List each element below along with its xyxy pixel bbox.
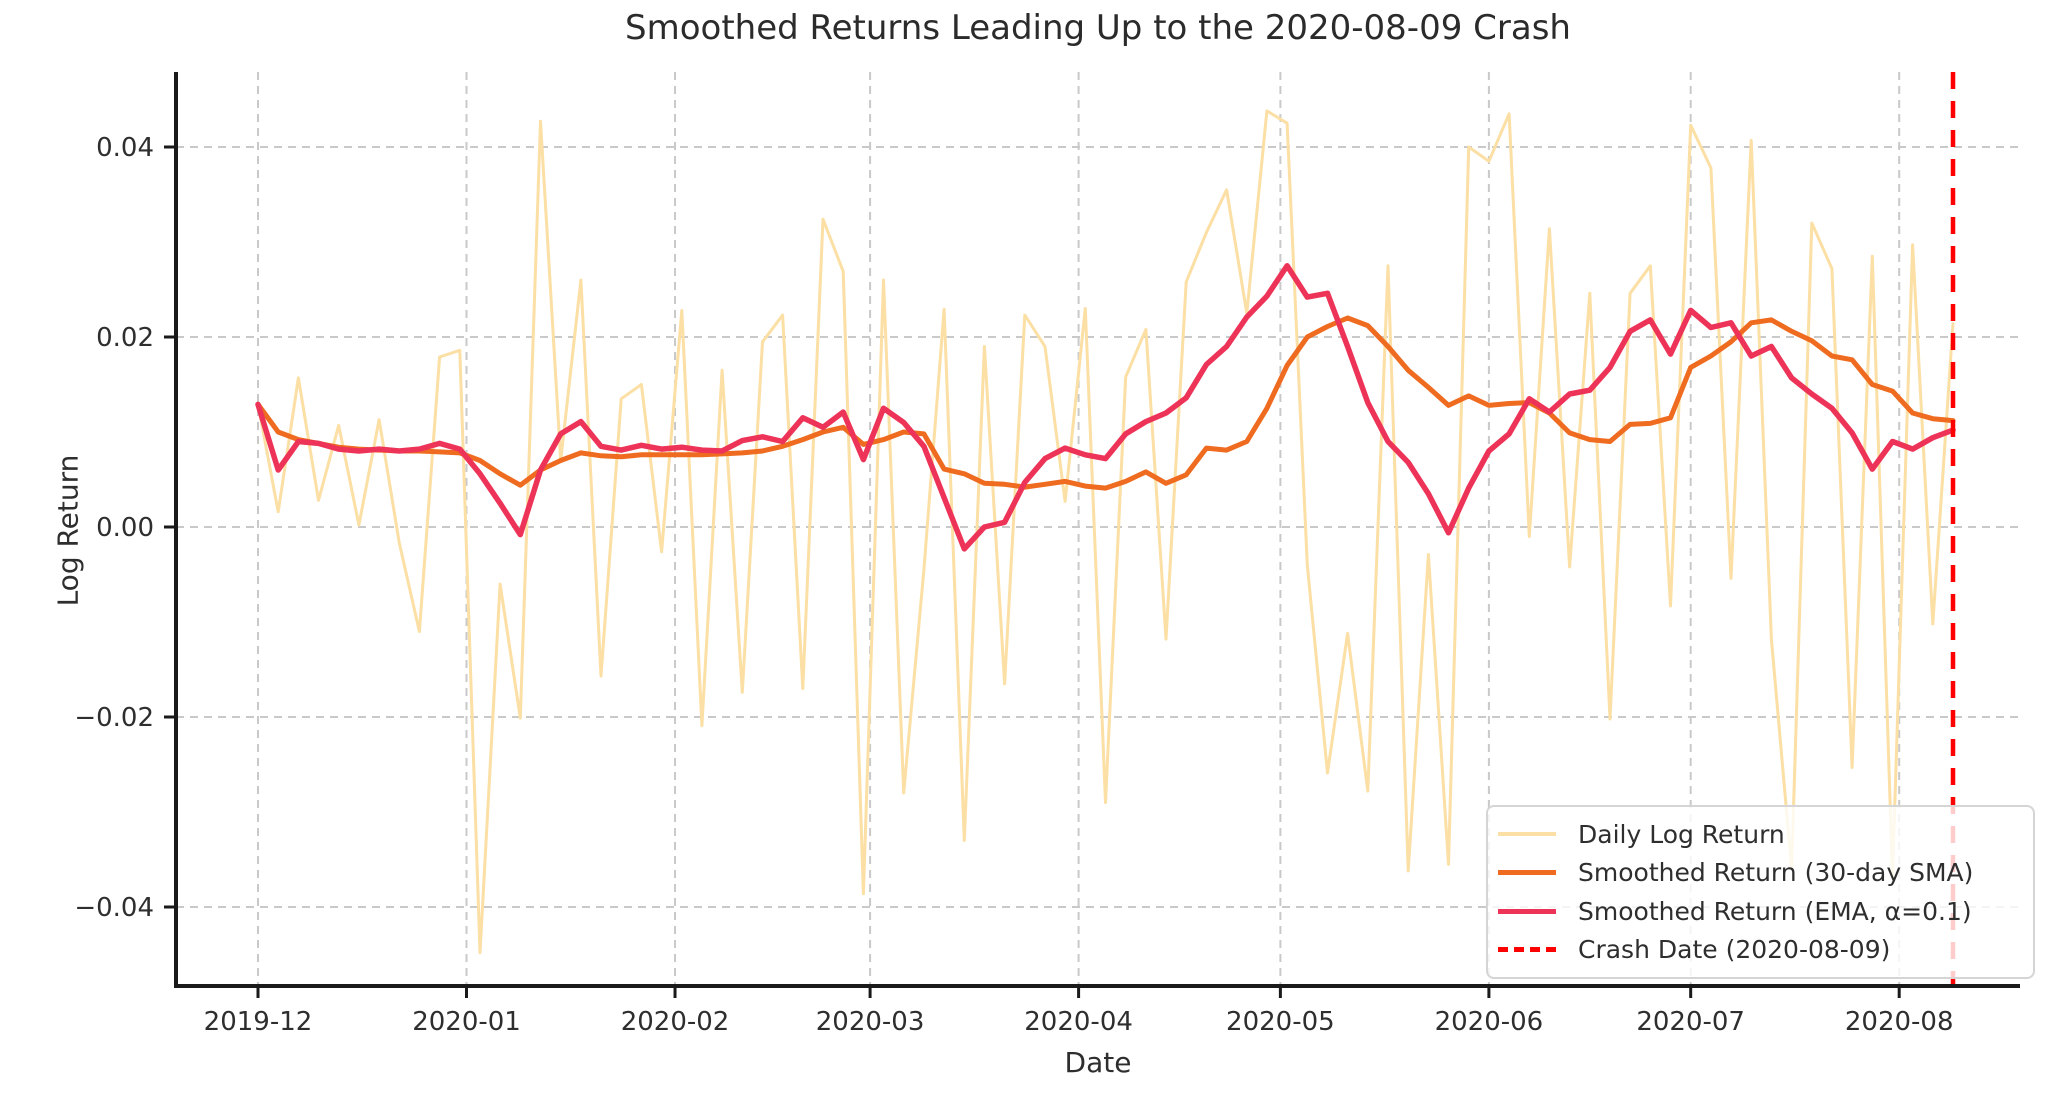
y-tick-label: 0.00 xyxy=(96,513,154,543)
legend: Daily Log Return Smoothed Return (30-day… xyxy=(1486,805,2035,979)
x-tick-label: 2020-04 xyxy=(1024,1007,1133,1037)
legend-label-crash: Crash Date (2020-08-09) xyxy=(1578,935,1891,965)
legend-item-ema: Smoothed Return (EMA, α=0.1) xyxy=(1498,892,2033,931)
legend-label-ema: Smoothed Return (EMA, α=0.1) xyxy=(1578,896,1972,926)
chart-title: Smoothed Returns Leading Up to the 2020-… xyxy=(625,8,1571,48)
series-line-sma xyxy=(255,315,1956,491)
y-tick-label: 0.02 xyxy=(96,323,154,353)
x-tick-label: 2020-07 xyxy=(1636,1007,1745,1037)
legend-item-daily: Daily Log Return xyxy=(1498,815,2033,854)
y-tick-label: 0.04 xyxy=(96,133,154,163)
legend-label-daily: Daily Log Return xyxy=(1578,819,1785,849)
x-tick-label: 2020-05 xyxy=(1226,1007,1335,1037)
legend-line-ema-icon xyxy=(1498,908,1556,914)
legend-item-crash: Crash Date (2020-08-09) xyxy=(1498,931,2033,970)
legend-item-sma: Smoothed Return (30-day SMA) xyxy=(1498,854,2033,893)
x-tick-label: 2020-06 xyxy=(1435,1007,1544,1037)
legend-line-sma-icon xyxy=(1498,870,1556,876)
y-tick-label: −0.04 xyxy=(74,893,154,923)
x-axis-label: Date xyxy=(1064,1046,1132,1079)
legend-line-crash-icon xyxy=(1498,947,1556,953)
series-line-daily xyxy=(256,109,1955,955)
legend-label-sma: Smoothed Return (30-day SMA) xyxy=(1578,858,1974,888)
series-line-ema xyxy=(255,263,1956,552)
x-tick-label: 2020-08 xyxy=(1845,1007,1954,1037)
y-axis-label: Log Return xyxy=(51,454,85,607)
x-tick-label: 2020-01 xyxy=(412,1007,521,1037)
legend-line-daily-icon xyxy=(1498,832,1556,837)
x-tick-label: 2020-03 xyxy=(816,1007,925,1037)
x-tick-label: 2019-12 xyxy=(204,1007,313,1037)
x-tick-label: 2020-02 xyxy=(621,1007,730,1037)
y-tick-label: −0.02 xyxy=(74,703,154,733)
